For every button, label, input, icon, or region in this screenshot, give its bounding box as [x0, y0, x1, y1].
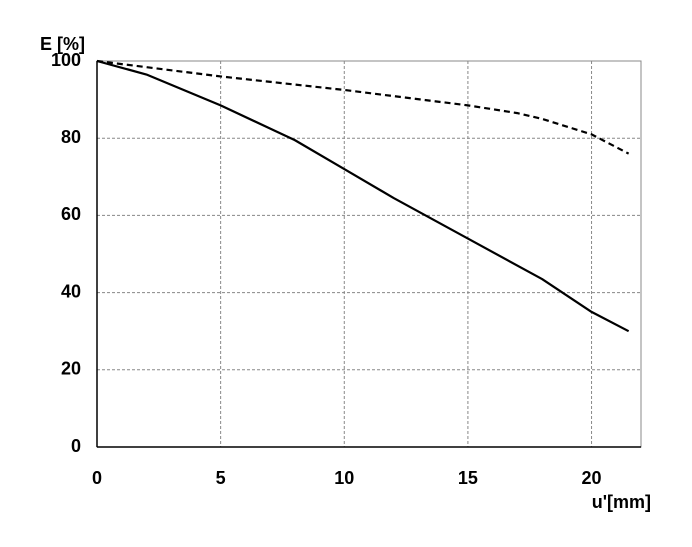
y-tick-label: 60: [61, 204, 81, 224]
line-series: [96, 59, 630, 333]
x-tick-label: 10: [334, 468, 354, 488]
line-series: [96, 59, 630, 155]
plot-frame: [96, 60, 642, 448]
y-tick-label: 100: [51, 50, 81, 70]
y-tick-label: 20: [61, 359, 81, 379]
y-tick-label: 40: [61, 281, 81, 301]
x-tick-label: 0: [92, 468, 102, 488]
x-tick-label: 15: [458, 468, 478, 488]
y-tick-label: 80: [61, 127, 81, 147]
x-axis-label: u'[mm]: [592, 492, 651, 512]
x-tick-label: 5: [216, 468, 226, 488]
x-tick-label: 20: [582, 468, 602, 488]
y-tick-label: 0: [71, 436, 81, 456]
y-axis-label: E [%]: [40, 34, 85, 54]
